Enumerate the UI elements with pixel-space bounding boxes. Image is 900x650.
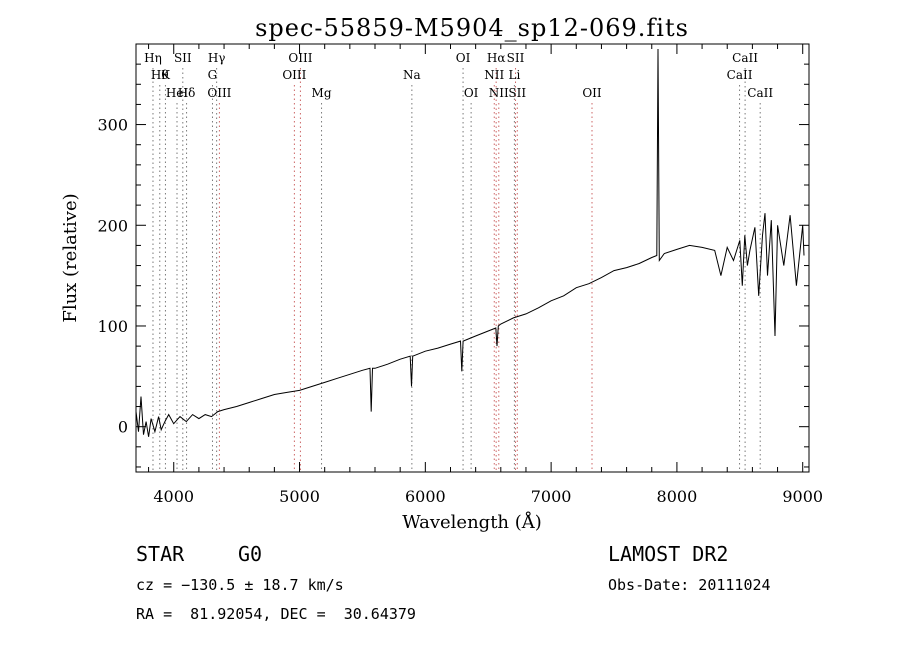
spectral-line-label: Hδ [178,86,196,100]
spectral-line-label: CaII [732,51,758,65]
spectrum-series-line [135,48,805,437]
object-subclass: G0 [238,542,263,566]
spectral-line-label: Na [403,68,421,82]
spectral-line-label: Li [508,68,520,82]
radial-velocity: cz = −130.5 ± 18.7 km/s [136,576,344,594]
spectral-line-label: CaII [747,86,773,100]
y-tick-label: 200 [97,216,128,235]
x-tick-label: 6000 [405,487,446,506]
survey-name: LAMOST DR2 [608,542,729,566]
y-tick-label: 0 [118,418,128,437]
y-tick-label: 100 [97,317,128,336]
y-axis-label: Flux (relative) [60,193,81,322]
spectral-line-label: OIII [288,51,312,65]
x-tick-label: 4000 [153,487,194,506]
plot-frame [135,43,810,473]
y-axis: 0 100 200 300 [97,63,809,468]
object-class: STAR [136,542,185,566]
spectral-line-label: SII [507,51,525,65]
y-tick-label: 300 [97,116,128,135]
x-axis: 4000 5000 6000 7000 8000 9000 [148,44,823,506]
spectral-line-label: NII [484,68,504,82]
spectral-line-label: K [161,68,171,82]
spectral-line-label: Mg [312,86,332,100]
observation-date: Obs-Date: 20111024 [608,576,771,594]
x-tick-label: 7000 [531,487,572,506]
x-tick-label: 8000 [657,487,698,506]
spectral-line-label: OI [464,86,479,100]
spectral-line-label: OIII [282,68,306,82]
spectral-line-label: Hη [144,51,162,65]
x-tick-label: 5000 [279,487,320,506]
spectral-line-label: HeI [166,86,189,100]
spectral-line-label: G [208,68,218,82]
x-axis-label: Wavelength (Å) [402,511,542,533]
spectral-line-label: NII [489,86,509,100]
spectral-line-label: OIII [207,86,231,100]
spectral-line-markers [152,68,761,472]
spectral-line-label: OII [582,86,602,100]
spectral-line-labels: Hη HθK HeI SII Hδ G Hγ Mg Na OI OI Li CaII CaII CaII OI… [144,51,773,100]
spectral-line-label: Hα [487,51,506,65]
sky-coordinates: RA = 81.92054, DEC = 30.64379 [136,605,416,623]
spectral-line-label: CaII [727,68,753,82]
x-tick-label: 9000 [782,487,823,506]
chart-title: spec-55859-M5904_sp12-069.fits [255,14,689,42]
spectral-line-label: Hθ [151,68,169,82]
spectral-line-label: Hγ [208,51,226,65]
spectral-line-label: SII [174,51,192,65]
spectral-line-label: SII [508,86,526,100]
spectral-line-label: OI [456,51,471,65]
